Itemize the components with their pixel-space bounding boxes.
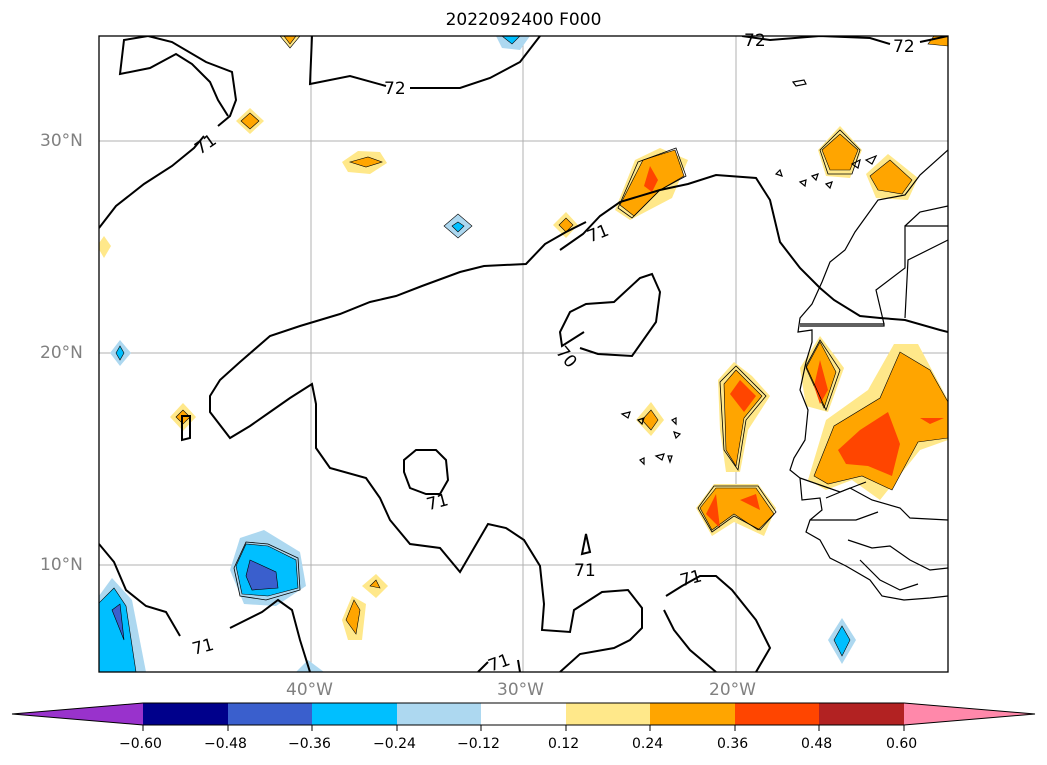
coastlines — [620, 79, 948, 601]
contour-lines — [99, 36, 948, 672]
contour-label: 71 — [584, 221, 612, 248]
contour-label: 71 — [425, 490, 451, 515]
negative-anomaly-areas — [99, 36, 856, 672]
colorbar-tick-label: 0.48 — [801, 736, 833, 752]
colorbar-tick-label: 0.36 — [717, 736, 749, 752]
positive-anomaly-areas — [99, 36, 948, 640]
lat-label: 30°N — [40, 131, 83, 151]
gridlines — [99, 36, 948, 672]
colorbar-tick-label: −0.36 — [288, 736, 331, 752]
lon-label: 20°W — [709, 680, 756, 700]
contour-label: 71 — [191, 130, 220, 159]
colorbar-tick-label: −0.60 — [119, 736, 162, 752]
contour-label: 71 — [190, 635, 216, 660]
colorbar-tick-label: −0.12 — [457, 736, 500, 752]
lon-label: 30°W — [497, 680, 544, 700]
map-area — [99, 36, 948, 672]
anomaly-outlines — [233, 129, 861, 601]
contour-label-group: 72 72 72 71 71 71 71 71 71 71 70 — [190, 31, 915, 676]
colorbar-tick-label: 0.12 — [548, 736, 580, 752]
map-frame — [98, 35, 949, 673]
lon-label: 40°W — [286, 680, 333, 700]
colorbar-tick-label: −0.24 — [373, 736, 416, 752]
contour-label: 72 — [384, 79, 406, 99]
colorbar-tick-label: −0.48 — [204, 736, 247, 752]
lat-label: 10°N — [40, 555, 83, 575]
colorbar — [11, 702, 1036, 731]
map-title: 2022092400 F000 — [445, 10, 602, 30]
colorbar-tick-label: 0.24 — [632, 736, 664, 752]
contour-label: 71 — [678, 566, 704, 591]
colorbar-tick-label: 0.60 — [886, 736, 918, 752]
contour-label: 72 — [744, 31, 766, 51]
lat-label: 20°N — [40, 343, 83, 363]
contour-label: 72 — [893, 37, 915, 57]
contour-label: 70 — [551, 343, 580, 372]
contour-label: 71 — [574, 561, 596, 581]
